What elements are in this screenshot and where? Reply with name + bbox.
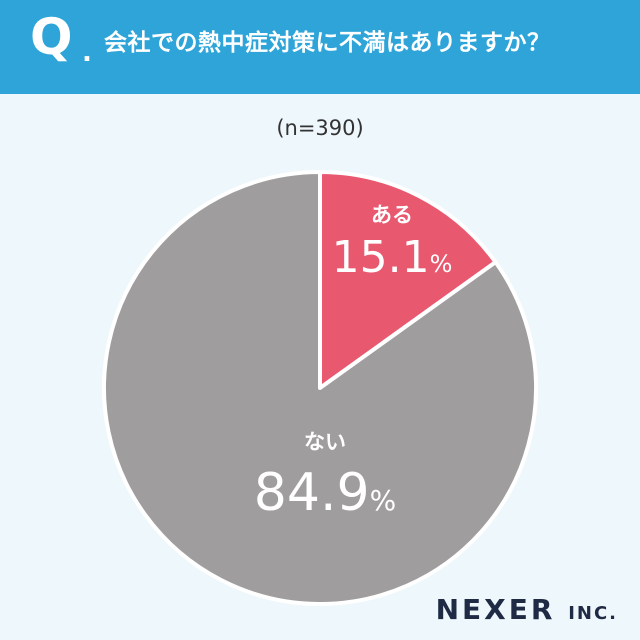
q-dot: . (82, 38, 92, 68)
question-header: Q . 会社での熱中症対策に不満はありますか？ (0, 0, 640, 94)
slice-value-number-aru: 15.1 (331, 232, 430, 283)
logo-suffix: INC. (568, 603, 618, 624)
slice-value-number-nai: 84.9 (253, 463, 370, 523)
question-text: 会社での熱中症対策に不満はありますか？ (104, 30, 551, 56)
logo-main: NEXER (435, 593, 556, 626)
pie-slice-nai (102, 170, 538, 606)
pie-slice-aru (318, 170, 498, 390)
slice-value-unit-nai: % (369, 484, 397, 517)
q-mark: Q (30, 8, 73, 66)
sample-size: (n=390) (276, 116, 364, 140)
slice-name-aru: ある (371, 203, 413, 227)
nexer-logo: NEXER INC. (436, 593, 618, 626)
slice-value-nai: 84.9% (240, 467, 410, 519)
slice-label-nai: ない 84.9% (240, 430, 410, 520)
slice-value-aru: 15.1% (322, 236, 462, 280)
slice-value-unit-aru: % (429, 250, 453, 278)
slice-name-nai: ない (304, 430, 346, 454)
slice-label-aru: ある 15.1% (322, 205, 462, 280)
